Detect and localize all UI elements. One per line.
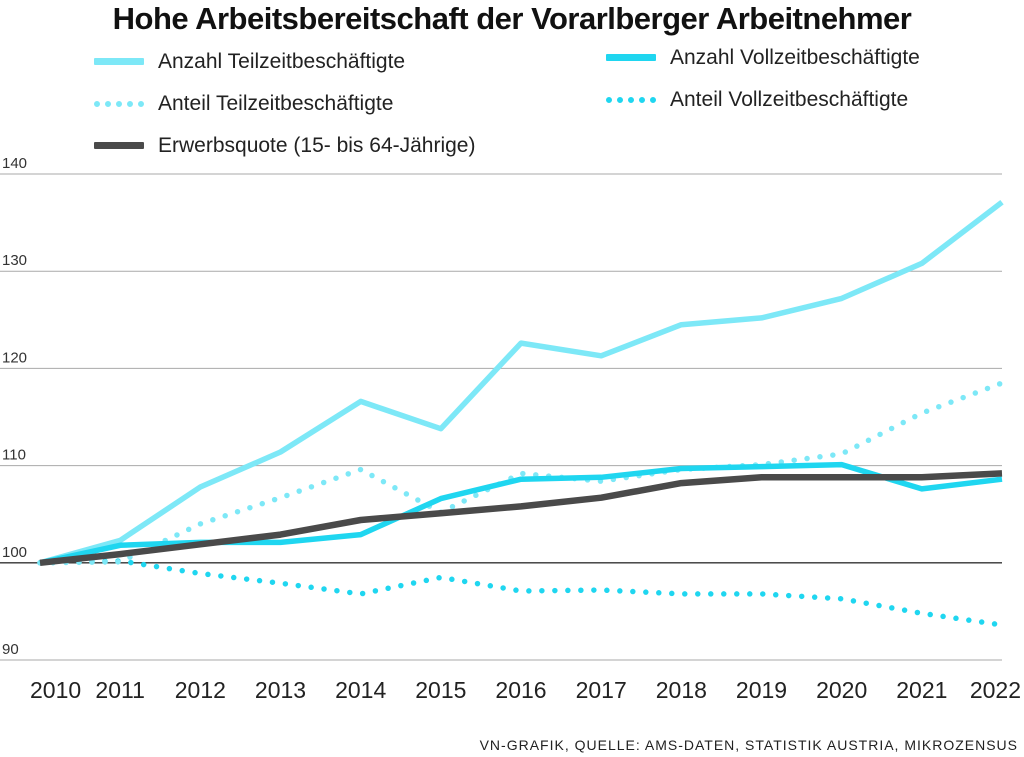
legend-label: Anteil Teilzeitbeschäftigte [158,92,394,115]
legend-item-anteil-teilzeit: Anteil Teilzeitbeschäftigte [94,89,393,119]
legend-swatch-dotted-light [94,97,144,111]
y-tick-label: 100 [2,544,27,561]
series-line-anteil-teilzeitbeschäftigte [37,380,1005,566]
x-tick-label: 2017 [576,677,627,703]
series-line-anteil-vollzeitbeschäftigte [37,558,1005,628]
x-tick-label: 2014 [335,677,386,703]
legend-item-anteil-vollzeit: Anteil Vollzeitbeschäftigte [606,85,908,115]
legend-item-erwerbsquote: Erwerbsquote (15- bis 64-Jährige) [94,131,475,161]
legend-swatch-solid-light [94,55,144,69]
legend-label: Anteil Vollzeitbeschäftigte [670,88,909,111]
x-tick-label: 2018 [656,677,707,703]
x-tick-label: 2013 [255,677,306,703]
y-tick-label: 140 [2,155,27,172]
series-line-anzahl-teilzeitbeschäftigte [39,200,1004,566]
legend-swatch-solid-dark [94,139,144,153]
legend-label: Erwerbsquote (15- bis 64-Jährige) [158,134,476,157]
x-tick-label: 2020 [816,677,867,703]
x-tick-label: 2021 [896,677,947,703]
series-line-erwerbsquote-15-bis-64-jährige- [39,470,1003,567]
legend-label: Anzahl Teilzeitbeschäftigte [158,50,406,73]
x-tick-label: 2012 [175,677,226,703]
y-tick-label: 120 [2,349,27,366]
y-tick-label: 110 [2,447,26,464]
legend-swatch-solid-cyan [606,51,656,65]
grid-lines [0,173,1002,661]
x-tick-label: 2022 [970,677,1021,703]
legend-swatch-dotted-cyan [606,93,656,107]
series-lines [37,200,1005,628]
x-axis-tick-labels: 2010 2011 2012 2013 2014 2015 2016 2017 2018 2019… [30,677,1021,703]
source-note: VN-GRAFIK, QUELLE: AMS-DATEN, STATISTIK … [479,737,1018,753]
x-tick-label: 2015 [415,677,466,703]
y-tick-label: 130 [2,252,27,269]
x-tick-label: 2011 [95,677,144,703]
chart-title: Hohe Arbeitsbereitschaft der Vorarlberge… [112,1,912,36]
legend-label: Anzahl Vollzeitbeschäftigte [670,46,920,69]
legend-item-anzahl-vollzeit: Anzahl Vollzeitbeschäftigte [606,43,920,73]
x-tick-label: 2010 [30,677,81,703]
legend-item-anzahl-teilzeit: Anzahl Teilzeitbeschäftigte [94,47,405,77]
x-tick-label: 2016 [495,677,546,703]
x-tick-label: 2019 [736,677,787,703]
y-tick-label: 90 [2,641,19,658]
y-axis-tick-labels: 90 100 110 120 130 140 [2,155,27,658]
